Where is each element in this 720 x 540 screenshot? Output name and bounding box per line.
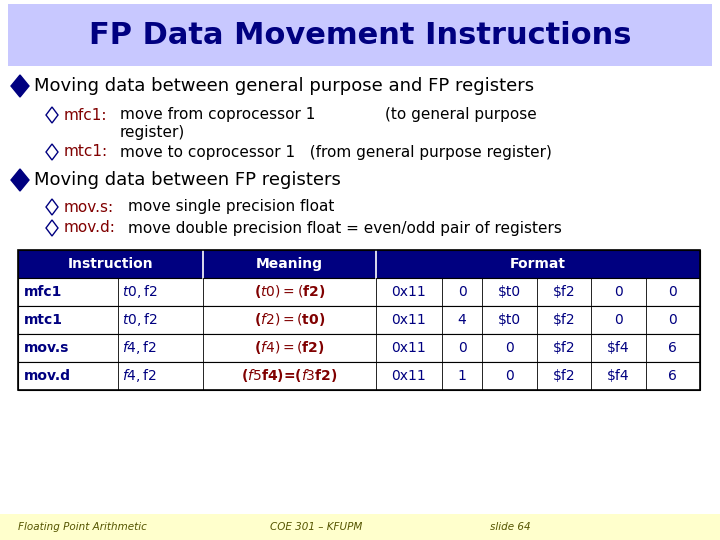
Text: 4: 4 xyxy=(458,313,467,327)
Text: 0: 0 xyxy=(614,285,623,299)
Text: (to general purpose: (to general purpose xyxy=(385,107,536,123)
Text: move to coprocessor 1   (from general purpose register): move to coprocessor 1 (from general purp… xyxy=(120,145,552,159)
Bar xyxy=(18,334,700,362)
Bar xyxy=(18,278,700,306)
Text: Format: Format xyxy=(510,257,566,271)
Text: Moving data between FP registers: Moving data between FP registers xyxy=(34,171,341,189)
Text: mfc1:: mfc1: xyxy=(64,107,107,123)
Text: $f4, $f2: $f4, $f2 xyxy=(122,340,157,356)
Text: Moving data between general purpose and FP registers: Moving data between general purpose and … xyxy=(34,77,534,95)
Text: 0x11: 0x11 xyxy=(392,285,426,299)
Text: 6: 6 xyxy=(668,341,678,355)
Text: 0: 0 xyxy=(458,341,467,355)
Polygon shape xyxy=(11,75,29,97)
Text: mov.s:: mov.s: xyxy=(64,199,114,214)
Text: 0x11: 0x11 xyxy=(392,313,426,327)
Text: register): register) xyxy=(120,125,185,139)
Text: mtc1: mtc1 xyxy=(24,313,63,327)
Text: slide 64: slide 64 xyxy=(490,522,531,532)
Text: mtc1:: mtc1: xyxy=(64,145,108,159)
Text: $f4: $f4 xyxy=(607,341,630,355)
Bar xyxy=(18,362,700,390)
Bar xyxy=(18,250,700,390)
Text: ($f5$f4)=($f3$f2): ($f5$f4)=($f3$f2) xyxy=(241,368,338,384)
Text: $t0: $t0 xyxy=(498,285,521,299)
Text: $f4: $f4 xyxy=(607,369,630,383)
Text: 0x11: 0x11 xyxy=(392,341,426,355)
Text: ($f4) = ($f2): ($f4) = ($f2) xyxy=(254,340,325,356)
Bar xyxy=(8,4,712,66)
Text: $t0, $f2: $t0, $f2 xyxy=(122,312,158,328)
Polygon shape xyxy=(11,169,29,191)
Text: 0: 0 xyxy=(668,313,678,327)
Text: mov.s: mov.s xyxy=(24,341,69,355)
Text: mov.d:: mov.d: xyxy=(64,220,116,235)
Text: 0: 0 xyxy=(614,313,623,327)
Text: 1: 1 xyxy=(458,369,467,383)
Text: 0: 0 xyxy=(505,369,514,383)
Text: $f4, $f2: $f4, $f2 xyxy=(122,368,157,384)
Text: 0x11: 0x11 xyxy=(392,369,426,383)
Bar xyxy=(18,250,700,278)
Text: 6: 6 xyxy=(668,369,678,383)
Text: $t0, $f2: $t0, $f2 xyxy=(122,284,158,300)
Text: Meaning: Meaning xyxy=(256,257,323,271)
Text: 0: 0 xyxy=(458,285,467,299)
Text: 0: 0 xyxy=(505,341,514,355)
Bar xyxy=(18,306,700,334)
Text: move double precision float = even/odd pair of registers: move double precision float = even/odd p… xyxy=(128,220,562,235)
Text: Instruction: Instruction xyxy=(68,257,153,271)
Text: $f2: $f2 xyxy=(553,285,575,299)
Text: move single precision float: move single precision float xyxy=(128,199,334,214)
Text: mfc1: mfc1 xyxy=(24,285,63,299)
Text: $f2: $f2 xyxy=(553,341,575,355)
Bar xyxy=(0,514,720,540)
Text: ($f2) = ($t0): ($f2) = ($t0) xyxy=(253,312,325,328)
Text: $f2: $f2 xyxy=(553,369,575,383)
Text: 0: 0 xyxy=(668,285,678,299)
Text: $t0: $t0 xyxy=(498,313,521,327)
Text: move from coprocessor 1: move from coprocessor 1 xyxy=(120,107,315,123)
Text: COE 301 – KFUPM: COE 301 – KFUPM xyxy=(270,522,362,532)
Text: $f2: $f2 xyxy=(553,313,575,327)
Text: FP Data Movement Instructions: FP Data Movement Instructions xyxy=(89,21,631,50)
Text: mov.d: mov.d xyxy=(24,369,71,383)
Text: Floating Point Arithmetic: Floating Point Arithmetic xyxy=(18,522,147,532)
Text: ($t0) = ($f2): ($t0) = ($f2) xyxy=(253,284,325,300)
